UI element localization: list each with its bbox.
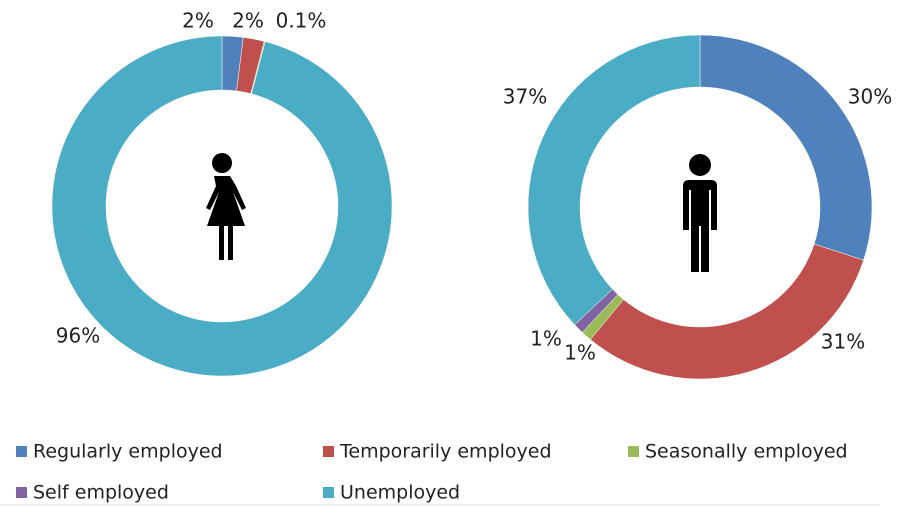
data-label: 1% [530,327,562,351]
data-label: 0.1% [276,9,327,33]
legend-label: Regularly employed [33,441,223,463]
legend-swatch [323,446,334,457]
donut-slice [527,34,701,326]
legend-swatch [628,446,639,457]
female-icon [206,153,246,260]
legend-swatch [323,487,334,498]
legend-swatch [16,446,27,457]
data-label: 31% [821,330,865,354]
data-label: 2% [182,9,214,33]
donut-slice [51,35,393,377]
data-label: 30% [848,85,892,109]
data-label: 37% [503,85,547,109]
legend-label: Unemployed [340,482,460,504]
legend-swatch [16,487,27,498]
donut-slice [699,34,873,261]
data-label: 2% [232,9,264,33]
male-icon [683,154,717,272]
data-label: 1% [564,341,596,365]
data-label: 96% [56,324,100,348]
legend-label: Self employed [33,482,169,504]
donut-slice [590,243,864,380]
legend-label: Seasonally employed [645,441,848,463]
legend-label: Temporarily employed [339,441,552,463]
